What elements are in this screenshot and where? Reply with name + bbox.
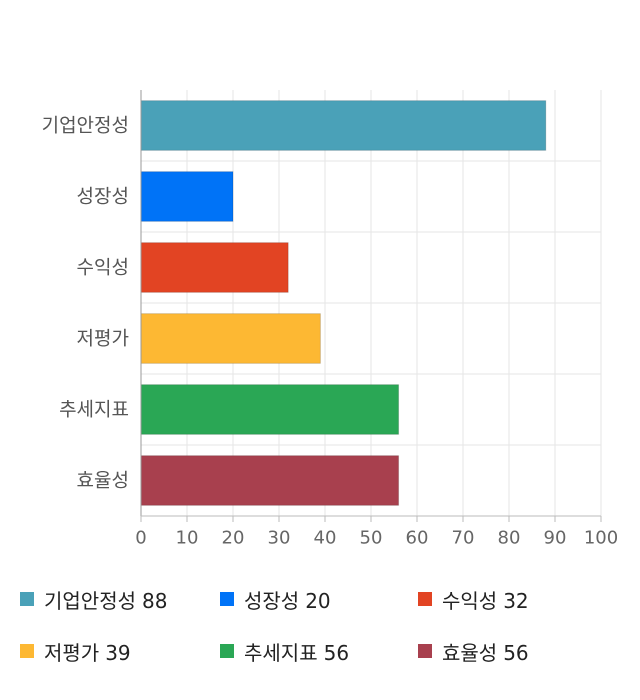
- legend-value: 39: [105, 640, 131, 665]
- legend-label: 수익성 32: [442, 585, 529, 614]
- x-tick-label: 0: [135, 528, 146, 549]
- bar-4: [140, 384, 400, 435]
- legend-label: 성장성 20: [244, 585, 331, 614]
- legend-swatch: [220, 592, 234, 606]
- legend-item[interactable]: 성장성 20: [220, 584, 331, 614]
- legend-value: 56: [323, 640, 350, 665]
- legend-item[interactable]: 기업안정성 88: [20, 584, 167, 614]
- legend-item[interactable]: 수익성 32: [418, 584, 529, 614]
- legend-value: 56: [503, 640, 529, 665]
- legend-value: 32: [503, 588, 529, 613]
- grid-lines: [140, 90, 602, 516]
- x-tick-label: 90: [544, 528, 567, 549]
- x-tick-label: 100: [584, 528, 618, 549]
- axes: [140, 90, 602, 522]
- x-tick-label: 20: [222, 528, 245, 549]
- legend-label: 추세지표 56: [244, 637, 349, 666]
- bar-5: [140, 455, 400, 506]
- bar-2: [140, 242, 289, 293]
- legend-swatch: [20, 644, 34, 658]
- x-tick-label: 80: [498, 528, 521, 549]
- legend-value: 20: [305, 588, 331, 613]
- legend-item[interactable]: 효율성 56: [418, 636, 529, 666]
- bar-0: [140, 100, 547, 151]
- legend-category: 성장성: [244, 588, 300, 613]
- legend-swatch: [20, 592, 34, 606]
- category-label: 저평가: [77, 328, 129, 350]
- legend-category: 저평가: [44, 640, 100, 665]
- x-tick-label: 70: [452, 528, 475, 549]
- category-label: 추세지표: [59, 399, 129, 421]
- bars: [140, 100, 547, 506]
- category-label: 기업안정성: [42, 115, 129, 137]
- category-label: 성장성: [77, 186, 129, 208]
- legend-swatch: [418, 644, 432, 658]
- x-tick-label: 10: [176, 528, 199, 549]
- bar-1: [140, 171, 234, 222]
- legend-swatch: [220, 644, 234, 658]
- x-tick-label: 30: [268, 528, 291, 549]
- x-tick-label: 50: [360, 528, 383, 549]
- legend-item[interactable]: 추세지표 56: [220, 636, 349, 666]
- legend-label: 기업안정성 88: [44, 585, 167, 614]
- legend-category: 기업안정성: [44, 588, 136, 613]
- x-tick-label: 40: [314, 528, 337, 549]
- legend-label: 저평가 39: [44, 637, 131, 666]
- category-label: 효율성: [77, 470, 129, 492]
- legend-label: 효율성 56: [442, 637, 529, 666]
- legend-category: 추세지표: [244, 640, 318, 665]
- bar-3: [140, 313, 321, 364]
- legend-category: 효율성: [442, 640, 498, 665]
- legend-value: 88: [142, 588, 168, 613]
- x-tick-label: 60: [406, 528, 429, 549]
- category-label: 수익성: [77, 257, 129, 279]
- legend-item[interactable]: 저평가 39: [20, 636, 131, 666]
- legend-category: 수익성: [442, 588, 498, 613]
- legend-swatch: [418, 592, 432, 606]
